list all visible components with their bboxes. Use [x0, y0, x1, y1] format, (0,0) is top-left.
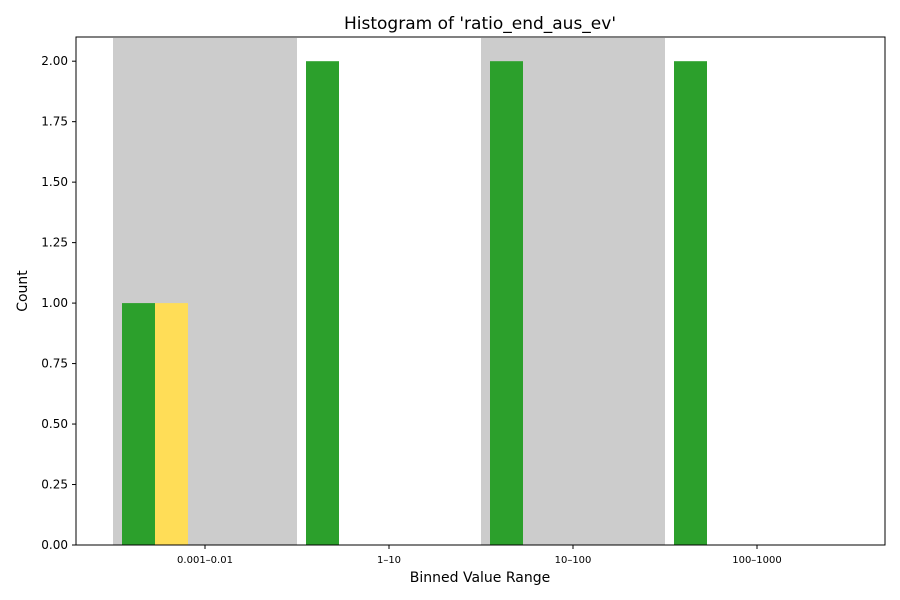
y-tick-label: 1.25: [41, 236, 68, 250]
x-tick-label: 0.001–0.01: [177, 555, 233, 566]
y-tick-label: 1.75: [41, 115, 68, 129]
y-tick-label: 2.00: [41, 54, 68, 68]
x-tick-label: 100–1000: [732, 555, 782, 566]
bar-layer: [122, 61, 707, 545]
y-axis: 0.00 0.25 0.50 0.75 1.00 1.25 1.50 1.75 2.00: [41, 54, 76, 552]
bar: [306, 61, 339, 545]
y-tick-label: 1.50: [41, 175, 68, 189]
bar: [155, 303, 188, 545]
y-tick-label: 0.25: [41, 478, 68, 492]
y-tick-label: 0.50: [41, 417, 68, 431]
y-tick-label: 0.00: [41, 538, 68, 552]
x-axis: 0.001–0.01 1–10 10–100 100–1000: [177, 545, 782, 566]
x-axis-label: Binned Value Range: [410, 570, 550, 586]
bar: [122, 303, 155, 545]
y-tick-label: 0.75: [41, 357, 68, 371]
bar: [674, 61, 707, 545]
chart-title: Histogram of 'ratio_end_aus_ev': [344, 14, 616, 34]
x-tick-label: 1–10: [377, 555, 401, 566]
y-tick-label: 1.00: [41, 296, 68, 310]
y-axis-label: Count: [15, 270, 31, 312]
highlight-band-layer: [113, 38, 665, 545]
bar: [490, 61, 523, 545]
x-tick-label: 10–100: [555, 555, 592, 566]
plot-frame: [75, 36, 886, 546]
